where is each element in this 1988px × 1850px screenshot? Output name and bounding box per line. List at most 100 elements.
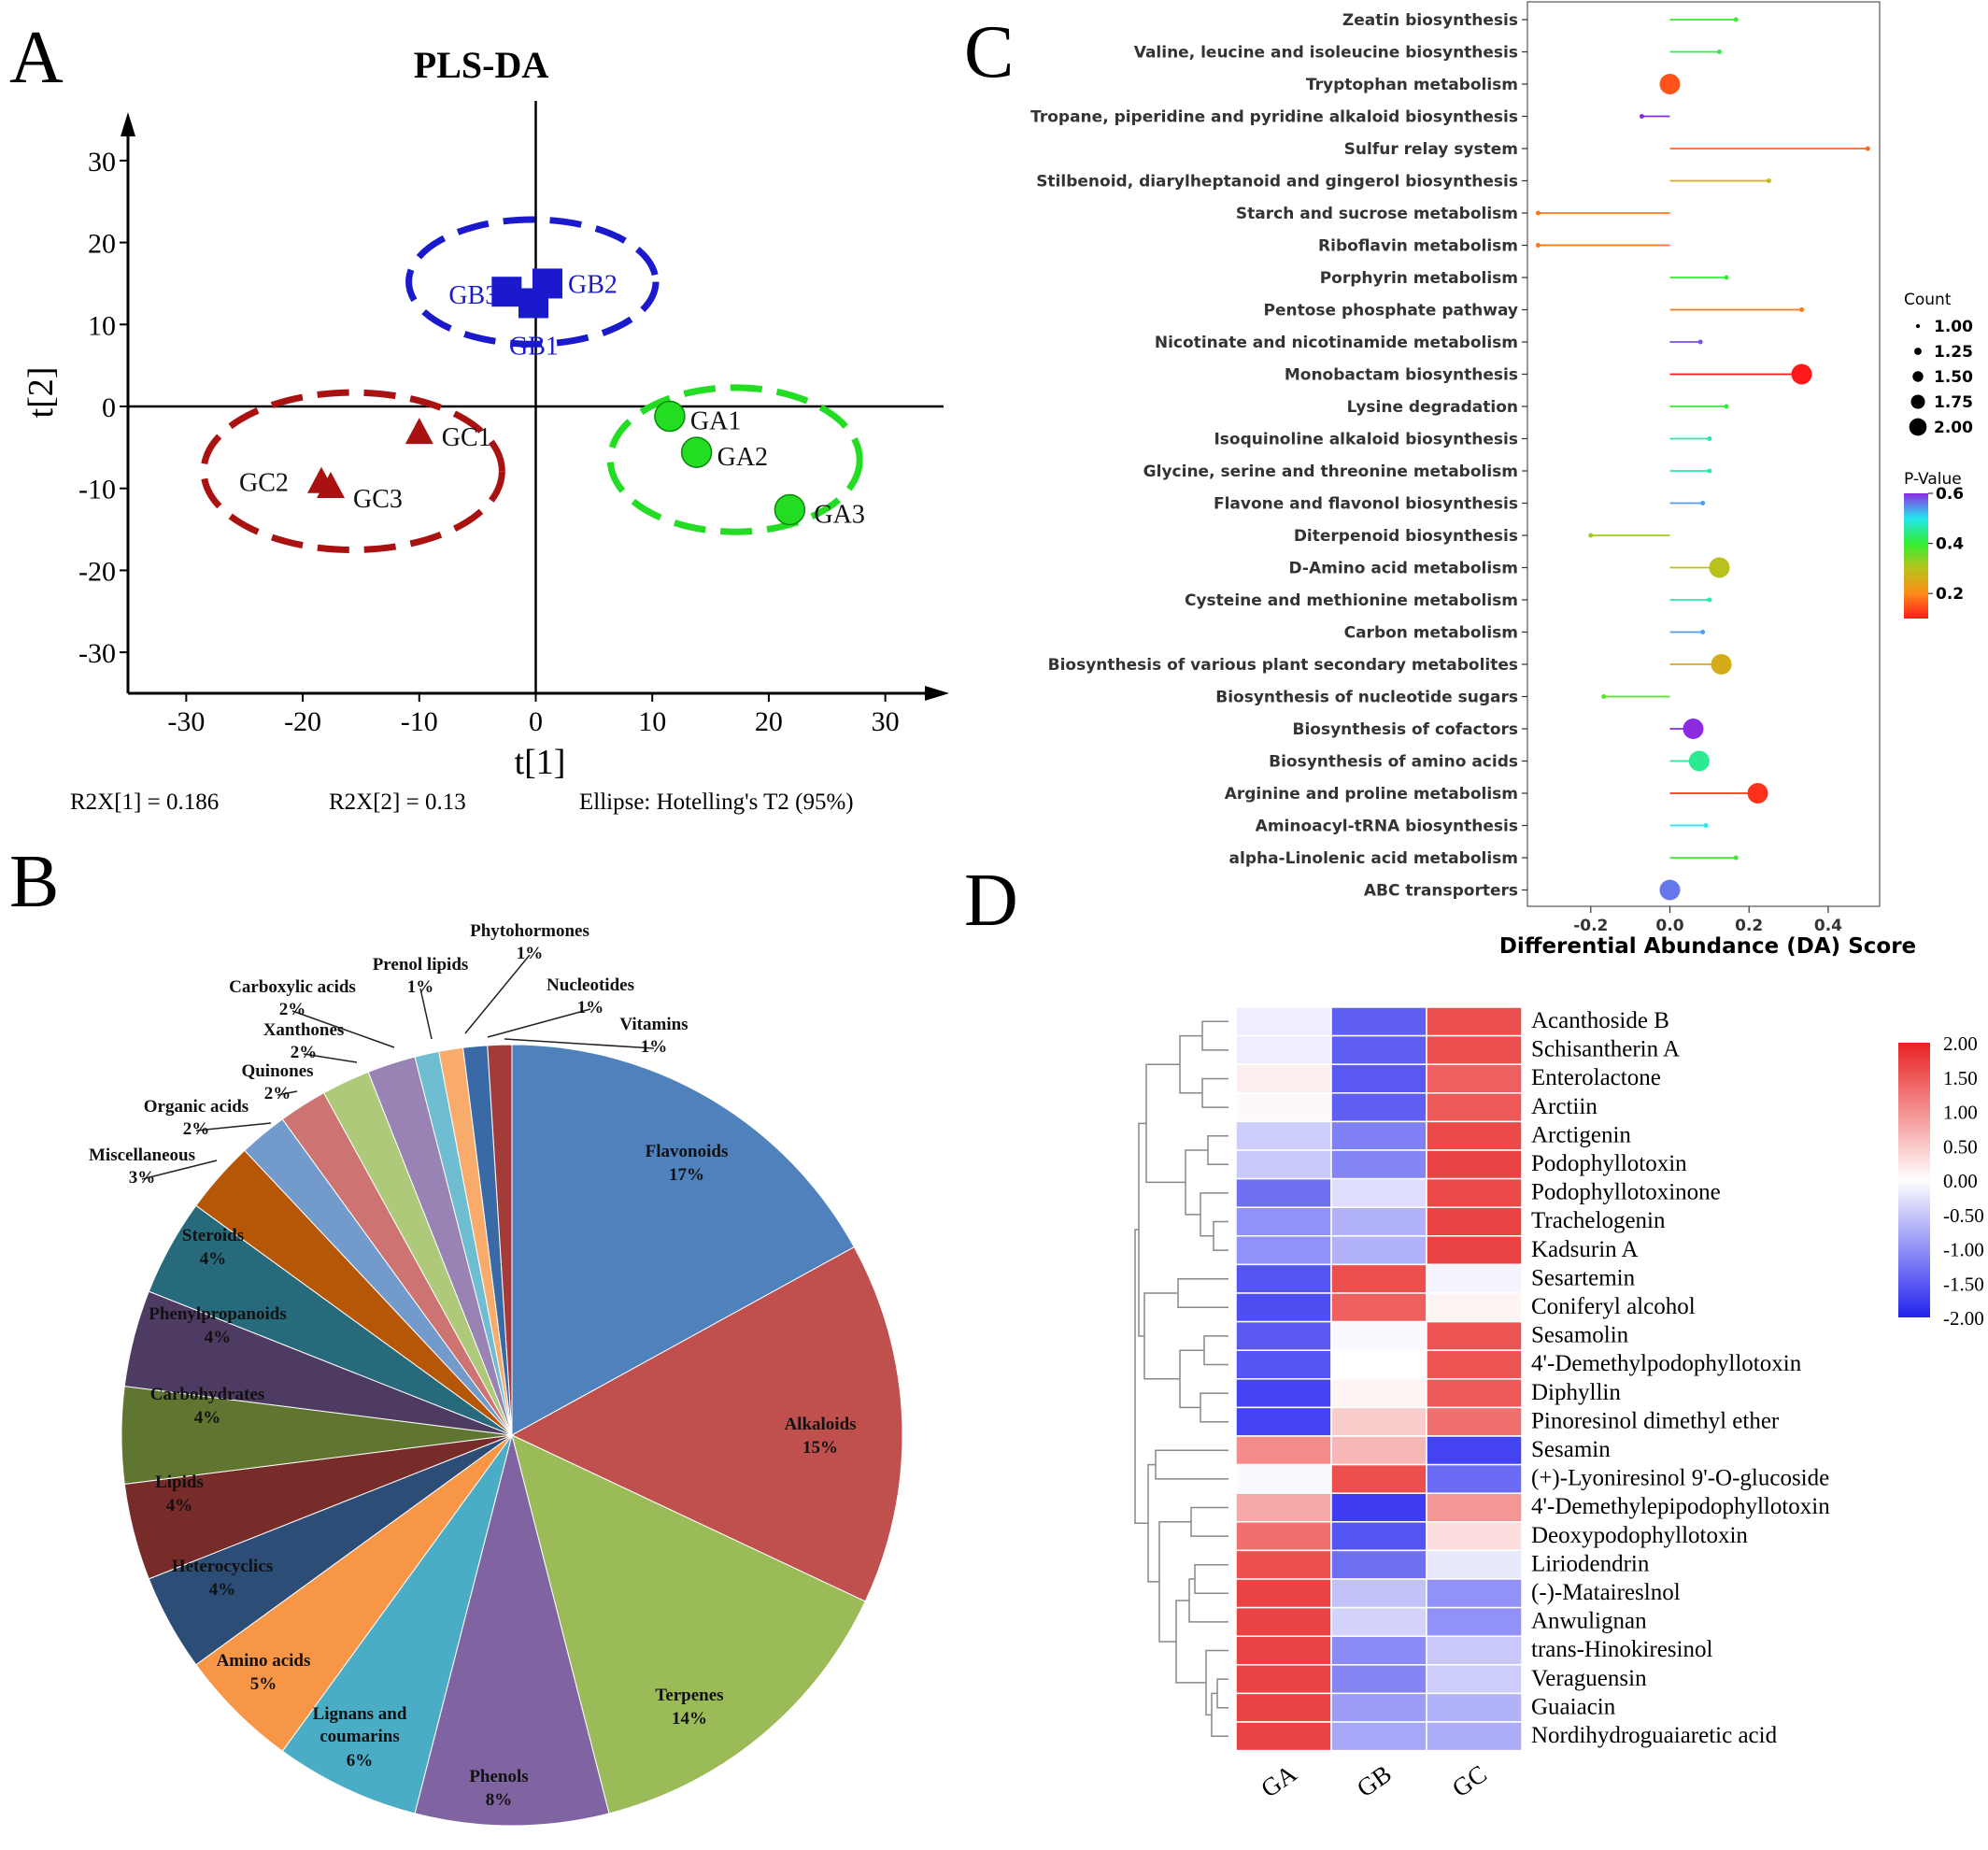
heatmap-row-label: Sesamolin — [1531, 1323, 1629, 1348]
dendrogram-branch — [1190, 1506, 1228, 1537]
lollipop-point — [1733, 855, 1739, 861]
heatmap-cell — [1330, 1435, 1427, 1466]
heatmap-cell — [1330, 1092, 1427, 1123]
lollipop-point — [1535, 243, 1541, 248]
heatmap-cell — [1235, 1092, 1332, 1123]
lollipop-point — [1799, 307, 1805, 312]
heatmap-row-label: trans-Hinokiresinol — [1531, 1637, 1712, 1662]
heatmap-cell — [1330, 1320, 1427, 1351]
pie-label-16: Prenol lipids — [373, 955, 469, 975]
heatmap-cell — [1235, 1034, 1332, 1065]
pathway-label: Lysine degradation — [1347, 398, 1518, 417]
heatmap-cell — [1235, 1435, 1332, 1466]
heatmap-row-label: Podophyllotoxinone — [1531, 1180, 1721, 1205]
lollipop-point — [1683, 719, 1704, 739]
pie-pct-15: 2% — [279, 1000, 306, 1019]
sample-point-gc1 — [405, 418, 433, 445]
pie-label-0: Flavonoids — [646, 1142, 729, 1161]
sample-point-ga2 — [680, 436, 713, 468]
pls-da-xlabel: t[1] — [515, 743, 566, 782]
heatmap-row-label: Guaiacin — [1531, 1694, 1616, 1719]
colorbar-tick-label: 0.2 — [1936, 585, 1964, 604]
pvalue-legend-title: P-Value — [1904, 470, 1962, 489]
dendrogram-branch — [1147, 1463, 1159, 1583]
heatmap-row-label: Coniferyl alcohol — [1531, 1294, 1696, 1319]
heatmap-row-label: Schisantherin A — [1531, 1037, 1680, 1062]
heatmap-cell — [1235, 1120, 1332, 1151]
pie-pct-19: 1% — [641, 1037, 668, 1057]
pie-label-8: Carbohydrates — [150, 1385, 264, 1404]
lollipop-point — [1535, 210, 1541, 216]
sample-label-ga1: GA1 — [690, 407, 741, 436]
count-legend-dot — [1910, 394, 1925, 409]
sample-point-ga1 — [654, 400, 686, 433]
heatmap-cell — [1330, 1034, 1427, 1065]
pathway-label: Isoquinoline alkaloid biosynthesis — [1214, 431, 1518, 449]
heatmap-cell — [1235, 1006, 1332, 1037]
pie-chart: Flavonoids 17% Alkaloids 15% Terpenes 14% Phen… — [89, 921, 903, 1827]
lollipop-point — [1659, 879, 1681, 901]
y-tick-label: 20 — [88, 229, 116, 260]
colorbar-tick-label: 0.4 — [1936, 535, 1964, 554]
pie-label-11: Miscellaneous — [89, 1146, 195, 1165]
pie-slice-phenols — [414, 1434, 610, 1827]
heatmap-cell — [1330, 1521, 1427, 1552]
lollipop-point — [1747, 783, 1768, 804]
heatmap-cell — [1330, 1235, 1427, 1266]
pie-label-2: Terpenes — [655, 1686, 723, 1705]
x-tick-label: 0.2 — [1735, 917, 1763, 935]
pie-slice-terpenes — [511, 1434, 866, 1814]
heatmap-cell — [1426, 1635, 1523, 1666]
dendrogram-branch — [1158, 1521, 1191, 1643]
y-tick-label: -30 — [78, 638, 116, 669]
pie-leader-line-12 — [195, 1122, 272, 1131]
pls-da-footnote-r2x1: R2X[1] = 0.186 — [70, 790, 219, 815]
pathway-label: Tropane, piperidine and pyridine alkaloi… — [1030, 108, 1518, 127]
pie-label-1: Alkaloids — [784, 1415, 856, 1434]
pie-pct-4: 6% — [347, 1751, 374, 1771]
heatmap-row-label: Podophyllotoxin — [1531, 1151, 1687, 1176]
heatmap-cell — [1235, 1177, 1332, 1208]
count-legend-title: Count — [1904, 291, 1952, 309]
pathway-label: Arginine and proline metabolism — [1225, 785, 1518, 804]
heatmap-cell — [1426, 1664, 1523, 1695]
pie-pct-9: 4% — [205, 1328, 232, 1347]
heatmap-row-label: Diphyllin — [1531, 1380, 1621, 1405]
heatmap-cell — [1426, 1578, 1523, 1609]
pathway-label: Valine, leucine and isoleucine biosynthe… — [1134, 44, 1518, 63]
y-axis-arrow — [121, 112, 135, 136]
sample-label-gc3: GC3 — [353, 485, 403, 514]
heatmap-cell — [1426, 1177, 1523, 1208]
x-axis-arrow — [925, 686, 949, 701]
lollipop-point — [1707, 468, 1712, 474]
colorbar-tick-label: 1.50 — [1943, 1067, 1978, 1089]
heatmap-cell — [1330, 1406, 1427, 1437]
dendrogram-branch — [1194, 1563, 1228, 1595]
heatmap-row-label: Arctiin — [1531, 1094, 1598, 1119]
pie-pct-17: 1% — [517, 944, 544, 963]
dendrogram-branch — [1213, 1220, 1228, 1251]
heatmap-cell — [1235, 1692, 1332, 1723]
pls-da-plot: PLS-DA t[1] t[2] R2X[1] = 0.186 R2X[2] =… — [21, 44, 949, 815]
pie-leader-line-19 — [504, 1038, 655, 1049]
sample-label-gb1: GB1 — [509, 332, 559, 361]
pie-label-14: Xanthones — [263, 1020, 345, 1040]
colorbar-tick-label: -2.00 — [1943, 1307, 1984, 1330]
pie-label-13: Quinones — [241, 1061, 313, 1081]
pathway-label: Glycine, serine and threonine metabolism — [1143, 462, 1518, 481]
pie-pct-0: 17% — [669, 1165, 704, 1185]
heatmap-cell — [1426, 1721, 1523, 1752]
heatmap-cell — [1330, 1177, 1427, 1208]
heatmap-cell — [1426, 1692, 1523, 1723]
heatmap-cell — [1235, 1149, 1332, 1180]
heatmap-cell — [1330, 1206, 1427, 1237]
heatmap-cell — [1235, 1664, 1332, 1695]
pathway-label: Cysteine and methionine metabolism — [1185, 591, 1518, 610]
dendrogram-branch — [1177, 1277, 1228, 1309]
sample-label-gb3: GB3 — [448, 281, 498, 310]
plot-frame — [1526, 1, 1881, 907]
heatmap-cell — [1426, 1378, 1523, 1409]
heatmap-cell — [1235, 1263, 1332, 1294]
dendrogram-branch — [1216, 1678, 1228, 1709]
